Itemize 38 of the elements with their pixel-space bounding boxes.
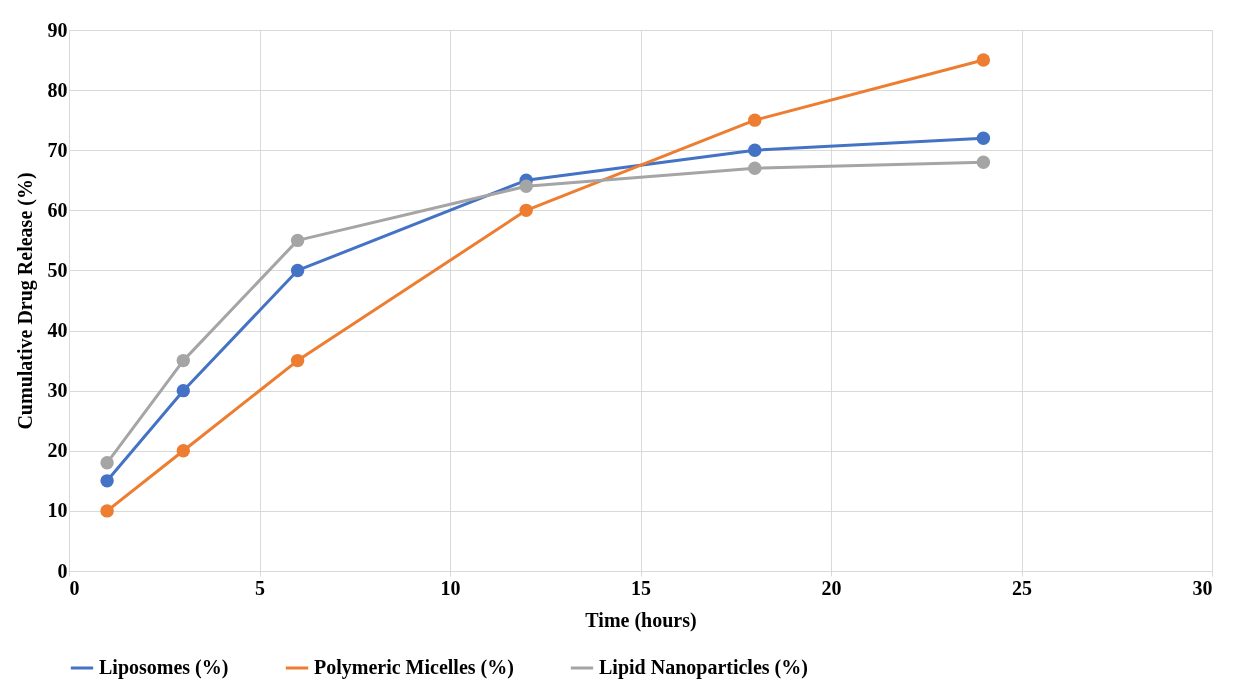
- y-tick-label: 20: [47, 439, 68, 462]
- legend-label: Lipid Nanoparticles (%): [599, 656, 808, 679]
- y-tick-label: 0: [57, 559, 68, 582]
- point: [748, 161, 762, 175]
- point: [100, 504, 114, 518]
- x-tick-label: 15: [631, 576, 651, 599]
- point: [976, 155, 991, 169]
- y-tick-label: 10: [47, 499, 68, 522]
- point: [748, 143, 762, 157]
- point: [519, 179, 533, 193]
- y-tick-label: 60: [47, 198, 68, 221]
- legend-label: Polymeric Micelles (%): [314, 656, 514, 679]
- y-tick-label: 70: [47, 138, 68, 161]
- x-tick-label: 5: [255, 576, 265, 599]
- point: [176, 383, 191, 398]
- x-tick-label: 30: [1192, 576, 1213, 599]
- point: [100, 474, 114, 488]
- y-tick-label: 40: [47, 319, 68, 342]
- y-tick-label: 80: [47, 78, 68, 101]
- y-tick-label: 90: [47, 18, 68, 41]
- point: [290, 353, 305, 368]
- point: [290, 233, 305, 248]
- point: [176, 444, 191, 458]
- point: [290, 263, 305, 278]
- point: [100, 456, 114, 470]
- y-tick-label: 30: [47, 379, 68, 402]
- x-tick-label: 20: [821, 576, 842, 599]
- x-axis-title: Time (hours): [585, 608, 697, 632]
- y-axis-title: Cumulative Drug Release (%): [13, 172, 37, 430]
- point: [519, 203, 533, 218]
- x-tick-label: 10: [440, 576, 461, 599]
- legend-label: Liposomes (%): [99, 656, 229, 679]
- point: [976, 53, 991, 67]
- y-tick-label: 50: [47, 258, 68, 281]
- x-tick-label: 25: [1012, 576, 1032, 599]
- point: [176, 353, 191, 368]
- point: [748, 113, 762, 127]
- point: [976, 131, 991, 145]
